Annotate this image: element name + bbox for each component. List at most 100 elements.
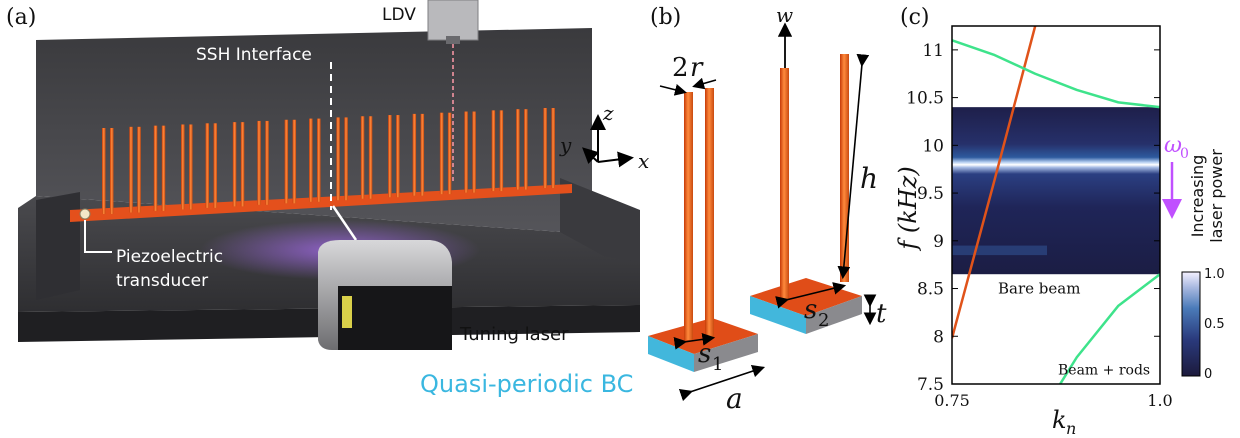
rod [491,110,496,192]
series-group [952,26,1160,384]
cell-left-side-bc [648,336,694,372]
rod [110,128,114,214]
cell-left-side-front [694,334,758,372]
y-tick-label: 10 [922,136,944,156]
a-arrow [678,364,766,402]
r-label-num: 2 [672,53,689,83]
a-label: a [726,382,743,415]
panel-c-label: (c) [900,5,930,30]
x-tick-label: 1.0 [1147,391,1172,410]
y-tick-label: 10.5 [906,89,944,109]
laser-power-label: laser power [1207,149,1226,243]
series-line-1 [952,39,1160,109]
series-line-2 [1059,273,1160,384]
rod [420,113,425,196]
y-tick-label: 7.5 [917,375,944,395]
y-tick-label: 8 [933,327,944,347]
rod [368,116,373,199]
rod [439,112,444,195]
cell-right-side-bc [750,296,806,334]
increasing-label: Increasing [1188,155,1207,238]
y-axis-label: f (kHz) [894,166,922,251]
rod [412,113,417,196]
colorbar [1181,271,1201,377]
ldv-head [427,0,479,41]
rod [189,124,193,210]
tuning-laser-label: Tuning laser [459,324,569,345]
rod [205,123,210,208]
r-arrow [659,83,687,96]
right-support-block [560,178,640,262]
rod [472,111,476,193]
tuning-laser-front [338,286,452,350]
rod-b3 [780,68,789,300]
y-tick-label: 9.5 [917,184,944,204]
dispersion-plot: 7.5 8 8.5 9 9.5 10 10.5 11 0.75 1.0 Bare beam Beam … [906,25,1173,410]
panel-c: (c) 7.5 8 8.5 9 9.5 10 10.5 11 0.75 1.0 Bare beam B… [894,5,1226,438]
cell-right-side-front [806,296,862,334]
s1-label-sub: 1 [712,354,723,375]
rod [396,115,400,198]
panel-a-label: (a) [6,5,36,30]
t-label: t [876,299,887,329]
rod [524,109,528,190]
rod-b2 [705,88,714,338]
piezo-disk [79,208,91,220]
rod [551,108,555,188]
rod [232,122,237,207]
rod [257,120,261,205]
ldv-label: LDV [382,5,416,25]
rod [153,125,158,211]
panel-a: (a) SSH Interface LDV Tuning laser [6,0,649,350]
rod [543,108,547,188]
x-axis-label-sub: n [1066,419,1076,438]
h-label: h [860,162,878,195]
s2-label-sub: 2 [818,310,829,331]
y-tick-label: 9 [933,232,944,252]
coordinate-axes: z x y [559,101,649,173]
axis-y-label: y [559,133,572,157]
ldv-lens [446,36,460,44]
s1-label-var: s [698,339,711,369]
rod [516,109,520,190]
rod [344,117,348,201]
panel-b-label: (b) [650,5,681,30]
series-line-0 [952,26,1037,339]
rod [137,126,141,213]
s1-arrow [673,333,716,350]
rod [240,122,245,207]
rod [388,115,392,198]
rod [499,110,504,192]
y-tick-label: 11 [922,41,944,61]
x-tick-label: 0.75 [934,391,970,410]
r-label-var: r [690,53,704,83]
transducer-label-line1: Piezoelectric [116,247,223,267]
h-arrow [837,53,870,280]
r-arrow-2 [692,77,717,90]
rod [265,120,269,205]
rod-b1 [684,92,693,340]
w-label: w [776,3,793,27]
transducer-label-line2: transducer [116,271,208,291]
omega-label-var: ω [1164,133,1182,158]
rod [447,112,452,195]
rod-b4 [840,54,849,282]
beam [70,184,572,222]
panel-b: (b) w 2 r h s 2 s 1 t a Quasi-periodic B… [420,3,887,415]
axis-x-label: x [638,149,649,173]
rod [129,126,133,213]
heatmap-secondary-mode [952,245,1047,256]
colorbar-tick-mid: 0.5 [1204,317,1225,332]
bc-label: Quasi-periodic BC [420,370,633,398]
transducer-leader [84,220,112,253]
rod [161,125,166,211]
plot-frame [951,25,1161,385]
rod [102,128,106,214]
tuning-laser-aperture [342,296,352,328]
rod [360,116,365,199]
axis-z-label: z [602,101,614,125]
rod [213,123,218,208]
s2-arrow [775,282,847,309]
rod [336,117,340,201]
